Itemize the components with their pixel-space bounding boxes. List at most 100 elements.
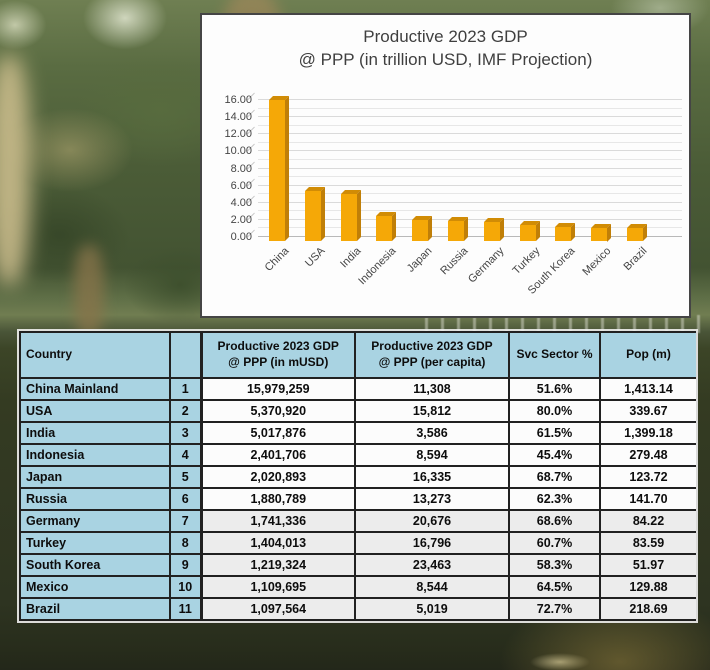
cell-gdp-musd: 1,880,789: [200, 487, 356, 511]
chart-panel: Productive 2023 GDP @ PPP (in trillion U…: [200, 13, 691, 318]
table-row-mexico: Mexico 10 1,109,695 8,544 64.5% 129.88: [19, 575, 698, 599]
cell-rank: 2: [169, 399, 203, 423]
x-axis-line: [258, 236, 682, 237]
cell-gdp-musd: 2,020,893: [200, 465, 356, 489]
gridline: [258, 141, 682, 143]
cell-pop-m: 141.70: [599, 487, 698, 511]
cell-gdp-per-capita: 15,812: [354, 399, 510, 423]
bar-turkey: [519, 225, 536, 241]
table: Country Productive 2023 GDP @ PPP (in mU…: [19, 331, 698, 621]
cell-gdp-per-capita: 5,019: [354, 597, 510, 621]
water-reflections: [425, 315, 708, 333]
cell-country: India: [19, 421, 171, 445]
table-row-germany: Germany 7 1,741,336 20,676 68.6% 84.22: [19, 509, 698, 533]
cell-gdp-per-capita: 23,463: [354, 553, 510, 577]
cell-svc-sector: 60.7%: [508, 531, 601, 555]
cell-rank: 1: [169, 377, 203, 401]
cell-gdp-musd: 5,370,920: [200, 399, 356, 423]
cell-gdp-musd: 2,401,706: [200, 443, 356, 467]
y-axis-tick-label: 10.00: [224, 145, 252, 158]
y-axis-tick-label: 0.00: [230, 231, 252, 243]
table-row-china-mainland: China Mainland 1 15,979,259 11,308 51.6% 1,41…: [19, 377, 698, 401]
cell-pop-m: 84.22: [599, 509, 698, 533]
cell-pop-m: 1,399.18: [599, 421, 698, 445]
cell-svc-sector: 58.3%: [508, 553, 601, 577]
cell-country: China Mainland: [19, 377, 171, 401]
cell-svc-sector: 80.0%: [508, 399, 601, 423]
cell-rank: 3: [169, 421, 203, 445]
y-axis-tick-label: 12.00: [224, 128, 252, 141]
cell-svc-sector: 64.5%: [508, 575, 601, 599]
cell-pop-m: 279.48: [599, 443, 698, 467]
cell-country: Brazil: [19, 597, 171, 621]
table-row-usa: USA 2 5,370,920 15,812 80.0% 339.67: [19, 399, 698, 423]
cell-gdp-musd: 5,017,876: [200, 421, 356, 445]
bar-china: [269, 100, 285, 241]
cell-rank: 9: [169, 553, 203, 577]
data-table-body: China Mainland 1 15,979,259 11,308 51.6% 1,41…: [19, 377, 698, 621]
cell-pop-m: 83.59: [599, 531, 698, 555]
cell-rank: 8: [169, 531, 203, 555]
cell-country: South Korea: [19, 553, 171, 577]
cell-svc-sector: 61.5%: [508, 421, 601, 445]
sunlight-patch: [0, 55, 30, 285]
cell-rank: 10: [169, 575, 203, 599]
cell-gdp-musd: 1,097,564: [200, 597, 356, 621]
gridline: [258, 210, 682, 212]
cell-rank: 11: [169, 597, 203, 621]
cell-rank: 5: [169, 465, 203, 489]
cell-rank: 7: [169, 509, 203, 533]
cell-svc-sector: 68.6%: [508, 509, 601, 533]
cell-gdp-per-capita: 8,544: [354, 575, 510, 599]
gridline: [258, 167, 682, 169]
cell-pop-m: 1,413.14: [599, 377, 698, 401]
cell-country: Germany: [19, 509, 171, 533]
y-axis-tick-label: 14.00: [224, 111, 252, 124]
table-header-row: Country Productive 2023 GDP @ PPP (in mU…: [19, 331, 698, 379]
cell-country: Indonesia: [19, 443, 171, 467]
table-row-turkey: Turkey 8 1,404,013 16,796 60.7% 83.59: [19, 531, 698, 555]
cell-country: Turkey: [19, 531, 171, 555]
x-axis-label-usa: USA: [302, 245, 328, 270]
chart-title-line2: @ PPP (in trillion USD, IMF Projection): [298, 49, 593, 69]
y-axis-tick-label: 8.00: [230, 162, 252, 175]
y-axis-tick-label: 4.00: [230, 196, 252, 209]
cell-pop-m: 218.69: [599, 597, 698, 621]
bar-germany: [483, 222, 500, 241]
cell-gdp-musd: 1,741,336: [200, 509, 356, 533]
bar-india: [340, 194, 357, 241]
cell-rank: 4: [169, 443, 203, 467]
x-axis-label-brazil: Brazil: [621, 245, 650, 273]
x-axis-label-mexico: Mexico: [580, 245, 614, 279]
cell-country: Mexico: [19, 575, 171, 599]
x-axis-label-indonesia: Indonesia: [356, 245, 399, 288]
gridline: [258, 107, 682, 109]
table-row-south-korea: South Korea 9 1,219,324 23,463 58.3% 51.97: [19, 553, 698, 577]
gdp-data-table: Country Productive 2023 GDP @ PPP (in mU…: [17, 329, 698, 623]
cell-svc-sector: 51.6%: [508, 377, 601, 401]
cell-rank: 6: [169, 487, 203, 511]
gridline: [258, 158, 682, 160]
cell-gdp-per-capita: 16,335: [354, 465, 510, 489]
cell-country: Russia: [19, 487, 171, 511]
tree-trunk-small: [74, 245, 104, 337]
cell-gdp-per-capita: 11,308: [354, 377, 510, 401]
bar-indonesia: [376, 216, 393, 241]
gridline: [258, 201, 682, 203]
gridline: [258, 150, 682, 152]
cell-gdp-per-capita: 16,796: [354, 531, 510, 555]
header-gdp-musd: Productive 2023 GDP @ PPP (in mUSD): [200, 331, 356, 379]
x-axis-label-japan: Japan: [404, 245, 435, 275]
cell-gdp-per-capita: 13,273: [354, 487, 510, 511]
gridline: [258, 133, 682, 135]
x-axis-label-india: India: [337, 245, 364, 271]
x-axis-label-germany: Germany: [465, 245, 507, 286]
bar-japan: [412, 219, 429, 241]
x-axis-label-china: China: [262, 245, 292, 274]
header-rank: [169, 331, 203, 379]
header-svc-sector: Svc Sector %: [508, 331, 601, 379]
y-axis-tick-label: 16.00: [224, 94, 252, 106]
cell-pop-m: 51.97: [599, 553, 698, 577]
cell-pop-m: 123.72: [599, 465, 698, 489]
